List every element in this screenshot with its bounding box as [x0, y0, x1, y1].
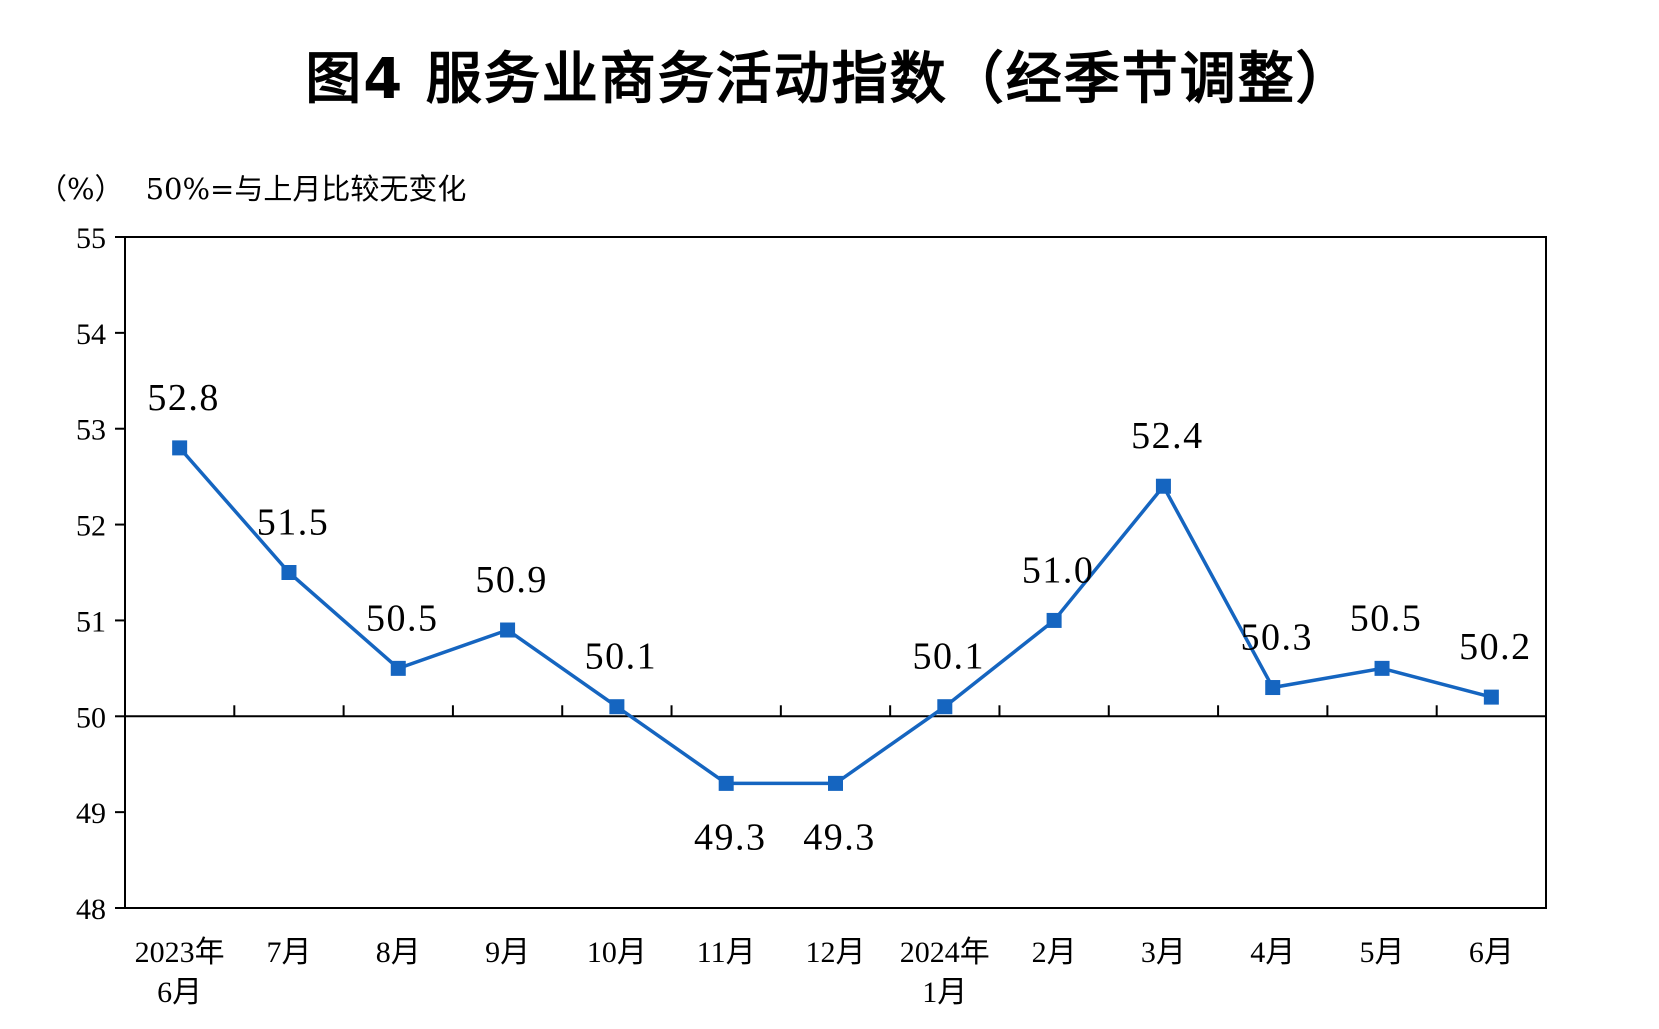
data-label: 50.5 [366, 597, 439, 639]
x-tick-label: 7月 [266, 936, 311, 969]
y-axis: 48 49 50 51 52 53 54 55 [76, 222, 125, 926]
data-label: 51.0 [1022, 549, 1095, 591]
series-markers [172, 440, 1499, 791]
data-point-marker [1046, 612, 1062, 628]
x-tick-label: 2月 [1032, 936, 1077, 969]
plot-frame [124, 236, 1547, 909]
y-tick-label: 53 [76, 414, 106, 447]
x-tick-label: 11月 [697, 936, 756, 969]
unit-label-row: （%） 50%=与上月比较无变化 [38, 166, 466, 208]
y-tick-label: 55 [76, 222, 106, 255]
data-point-marker [500, 622, 516, 638]
chart-title: 图4 服务业商务活动指数（经季节调整） [305, 47, 1354, 112]
y-tick-label: 51 [76, 605, 106, 638]
data-point-marker [1374, 660, 1390, 676]
data-label: 51.5 [257, 502, 330, 544]
x-tick-label: 9月 [485, 936, 530, 969]
x-tick-label: 12月 [806, 936, 866, 969]
data-label: 50.5 [1350, 597, 1423, 639]
x-tick-label: 6月 [157, 976, 202, 1009]
x-tick-label: 10月 [587, 936, 647, 969]
x-axis-labels: 2023年 6月 7月 8月 9月 10月 11月 12月 2024年 1月 2月 3月 4月 5月 6月 [135, 936, 1514, 1009]
data-point-marker [718, 775, 734, 791]
x-tick-label: 5月 [1360, 936, 1405, 969]
data-label: 50.9 [475, 559, 548, 601]
x-tick-label: 6月 [1469, 936, 1514, 969]
x-tick-label: 4月 [1250, 936, 1295, 969]
y-tick-label: 49 [76, 797, 106, 830]
data-label: 50.2 [1459, 626, 1532, 668]
y-tick-label: 50 [76, 701, 106, 734]
data-point-marker [609, 699, 625, 715]
data-point-marker [828, 775, 843, 791]
data-labels: 52.8 51.5 50.5 50.9 50.1 49.3 49.3 50.1 51.0 52.4… [147, 377, 1532, 859]
y-unit-label: （%） [38, 172, 124, 206]
x-tick-label: 3月 [1141, 936, 1186, 969]
data-point-marker [937, 699, 953, 715]
data-label: 52.4 [1131, 415, 1204, 457]
data-point-marker [390, 660, 406, 676]
x-tick-label: 1月 [922, 976, 967, 1009]
x-tick-label: 2023年 [135, 936, 225, 969]
data-point-marker [1155, 478, 1171, 494]
x-axis-ticks [233, 705, 1438, 717]
data-point-marker [172, 440, 188, 456]
x-tick-label: 2024年 [900, 936, 990, 969]
data-point-marker [281, 565, 297, 580]
y-tick-label: 52 [76, 510, 106, 543]
data-label: 50.1 [585, 636, 658, 678]
y-tick-label: 54 [76, 318, 106, 351]
data-label: 49.3 [803, 816, 876, 858]
data-label: 50.3 [1240, 617, 1313, 659]
data-label: 49.3 [694, 816, 767, 858]
y-tick-label: 48 [76, 893, 106, 926]
data-label: 52.8 [147, 377, 220, 419]
data-point-marker [1265, 680, 1281, 696]
data-point-marker [1483, 689, 1499, 705]
x-tick-label: 8月 [376, 936, 421, 969]
data-label: 50.1 [913, 636, 986, 678]
reference-note: 50%=与上月比较无变化 [145, 172, 467, 206]
